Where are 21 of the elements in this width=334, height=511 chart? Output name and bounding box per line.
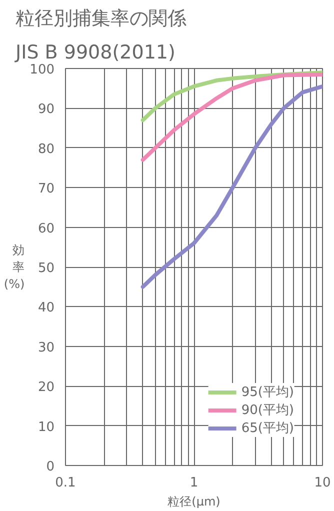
y-tick-label: 30: [38, 340, 55, 356]
y-tick-label: 20: [38, 380, 55, 396]
legend-label: 90(平均): [241, 402, 294, 419]
y-tick-label: 60: [38, 221, 55, 236]
x-tick-label: 0.1: [55, 476, 76, 490]
chart-subtitle: JIS B 9908(2011): [14, 42, 176, 64]
chart-title: 粒径別捕集率の関係: [16, 8, 186, 30]
y-tick-label: 90: [38, 102, 55, 118]
legend-label: 95(平均): [241, 384, 294, 401]
y-axis-title: 効率(%): [4, 243, 25, 291]
y-tick-label: 50: [38, 261, 55, 276]
y-tick-label: 80: [38, 142, 55, 157]
y-tick-label: 40: [38, 300, 55, 316]
y-tick-label: 70: [38, 182, 55, 197]
legend-label: 65(平均): [241, 420, 294, 437]
x-axis-title: 粒径(μm): [168, 494, 220, 508]
y-tick-label: 100: [30, 62, 55, 78]
y-tick-label: 0: [46, 460, 55, 474]
y-tick-label: 10: [38, 420, 55, 435]
x-tick-label: 10: [314, 476, 331, 490]
x-tick-label: 1: [190, 476, 198, 490]
